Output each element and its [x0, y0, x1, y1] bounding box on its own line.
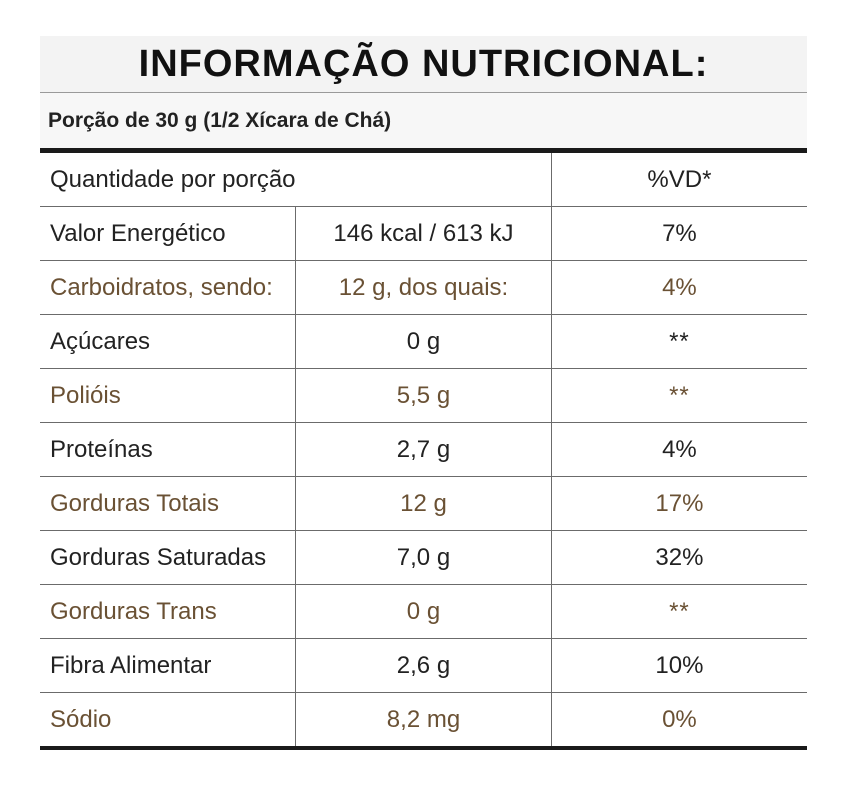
nutrient-quantity: 2,6 g	[295, 638, 552, 693]
nutrient-quantity: 5,5 g	[295, 368, 552, 423]
nutrient-daily-value: **	[550, 584, 807, 639]
nutrient-daily-value: 7%	[550, 206, 807, 261]
nutrient-daily-value: 32%	[550, 530, 807, 585]
nutrient-quantity: 0 g	[295, 584, 552, 639]
nutrient-quantity: 2,7 g	[295, 422, 552, 477]
table-row: Açúcares 0 g **	[40, 314, 807, 369]
title-bar: INFORMAÇÃO NUTRICIONAL:	[40, 36, 807, 93]
nutrient-name: Proteínas	[40, 422, 296, 477]
nutrient-name: Gorduras Trans	[40, 584, 296, 639]
nutrient-quantity: 12 g	[295, 476, 552, 531]
table-row: Valor Energético 146 kcal / 613 kJ 7%	[40, 206, 807, 261]
page-title: INFORMAÇÃO NUTRICIONAL:	[138, 42, 709, 85]
nutrient-name: Carboidratos, sendo:	[40, 260, 296, 315]
nutrition-table: Quantidade por porção %VD* Valor Energét…	[40, 153, 807, 750]
portion-size: Porção de 30 g (1/2 Xícara de Chá)	[40, 93, 807, 153]
nutrient-daily-value: **	[550, 314, 807, 369]
table-row: Sódio 8,2 mg 0%	[40, 692, 807, 748]
amount-per-portion-header: Quantidade por porção	[50, 165, 296, 193]
nutrient-name: Sódio	[40, 692, 296, 748]
table-row: Carboidratos, sendo: 12 g, dos quais: 4%	[40, 260, 807, 315]
nutrient-quantity: 12 g, dos quais:	[295, 260, 552, 315]
nutrient-quantity: 146 kcal / 613 kJ	[295, 206, 552, 261]
nutrient-daily-value: 0%	[550, 692, 807, 748]
nutrient-daily-value: 10%	[550, 638, 807, 693]
daily-value-header: %VD*	[550, 153, 807, 207]
nutrient-name: Polióis	[40, 368, 296, 423]
nutrient-quantity: 8,2 mg	[295, 692, 552, 748]
table-row: Gorduras Trans 0 g **	[40, 584, 807, 639]
nutrient-daily-value: 17%	[550, 476, 807, 531]
table-row: Gorduras Totais 12 g 17%	[40, 476, 807, 531]
nutrient-name: Gorduras Totais	[40, 476, 296, 531]
table-row: Proteínas 2,7 g 4%	[40, 422, 807, 477]
nutrient-name: Valor Energético	[40, 206, 296, 261]
nutrient-name: Açúcares	[40, 314, 296, 369]
table-header-row: Quantidade por porção %VD*	[40, 153, 807, 207]
nutrient-daily-value: **	[550, 368, 807, 423]
table-row: Fibra Alimentar 2,6 g 10%	[40, 638, 807, 693]
nutrient-quantity: 7,0 g	[295, 530, 552, 585]
nutrient-name: Gorduras Saturadas	[40, 530, 296, 585]
nutrient-daily-value: 4%	[550, 422, 807, 477]
nutrient-name: Fibra Alimentar	[40, 638, 296, 693]
table-row: Polióis 5,5 g **	[40, 368, 807, 423]
nutrient-daily-value: 4%	[550, 260, 807, 315]
table-row: Gorduras Saturadas 7,0 g 32%	[40, 530, 807, 585]
nutrition-facts-panel: INFORMAÇÃO NUTRICIONAL: Porção de 30 g (…	[40, 36, 807, 750]
nutrient-quantity: 0 g	[295, 314, 552, 369]
